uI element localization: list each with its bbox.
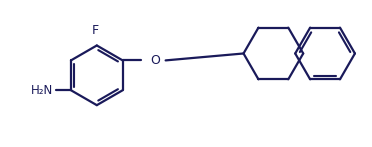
Text: H₂N: H₂N (31, 84, 53, 97)
Text: F: F (92, 24, 99, 37)
Text: O: O (150, 54, 160, 67)
